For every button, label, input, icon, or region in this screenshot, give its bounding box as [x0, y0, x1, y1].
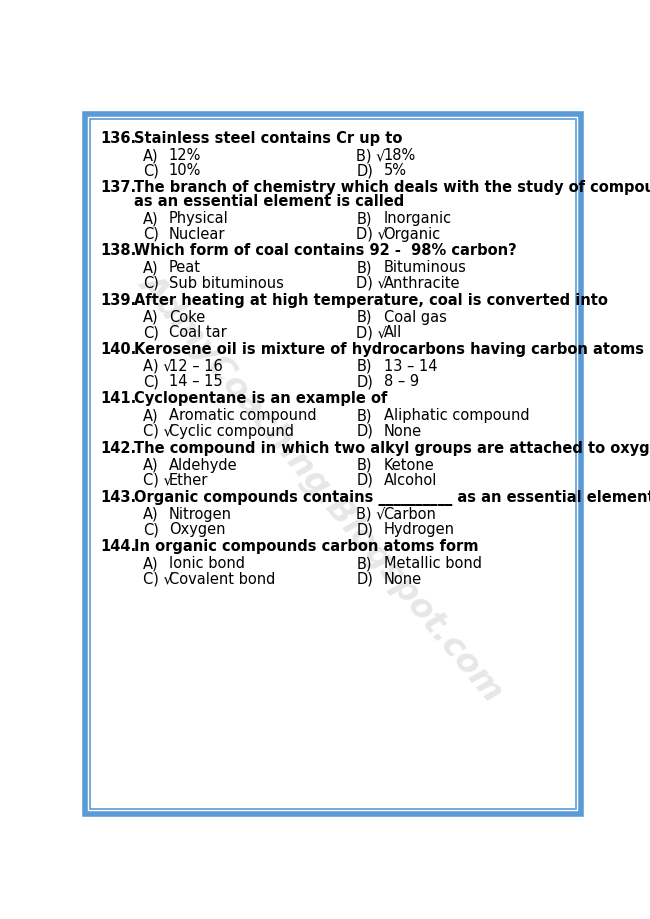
- Text: Hydrogen: Hydrogen: [384, 522, 454, 538]
- Text: B): B): [356, 458, 372, 472]
- Text: B): B): [356, 211, 372, 226]
- Text: Coke: Coke: [169, 310, 205, 324]
- Text: A): A): [143, 310, 159, 324]
- Text: Covalent bond: Covalent bond: [169, 572, 275, 586]
- Text: Stainless steel contains Cr up to: Stainless steel contains Cr up to: [134, 131, 402, 146]
- Text: A): A): [143, 260, 159, 276]
- Text: Which form of coal contains 92 -  98% carbon?: Which form of coal contains 92 - 98% car…: [134, 244, 517, 258]
- Text: A): A): [143, 408, 159, 424]
- Text: 144.: 144.: [101, 539, 136, 554]
- Text: Organic compounds contains __________ as an essential element: Organic compounds contains __________ as…: [134, 490, 650, 505]
- Text: B) √: B) √: [356, 507, 386, 522]
- Text: Aliphatic compound: Aliphatic compound: [384, 408, 529, 424]
- Text: C) √: C) √: [143, 473, 173, 488]
- Text: Oxygen: Oxygen: [169, 522, 226, 538]
- Text: B): B): [356, 260, 372, 276]
- Text: A): A): [143, 458, 159, 472]
- Text: Organic: Organic: [384, 227, 441, 242]
- Text: Bituminous: Bituminous: [384, 260, 467, 276]
- Text: as an essential element is called: as an essential element is called: [134, 194, 404, 210]
- Text: C): C): [143, 522, 159, 538]
- Text: 139.: 139.: [101, 293, 136, 308]
- Text: B): B): [356, 408, 372, 424]
- Text: The branch of chemistry which deals with the study of compounds containing carbo: The branch of chemistry which deals with…: [134, 180, 650, 196]
- Text: All: All: [384, 325, 402, 340]
- Text: Aldehyde: Aldehyde: [169, 458, 237, 472]
- Text: Coal gas: Coal gas: [384, 310, 447, 324]
- Text: Peat: Peat: [169, 260, 201, 276]
- Text: D): D): [356, 473, 373, 488]
- Text: Cyclic compound: Cyclic compound: [169, 424, 294, 438]
- Text: A): A): [143, 556, 159, 571]
- Text: Carbon: Carbon: [384, 507, 436, 522]
- Text: B): B): [356, 556, 372, 571]
- Text: D): D): [356, 522, 373, 538]
- Text: D): D): [356, 572, 373, 586]
- Text: A): A): [143, 148, 159, 163]
- Text: Inorganic: Inorganic: [384, 211, 452, 226]
- Text: A): A): [143, 507, 159, 522]
- Text: D) √: D) √: [356, 325, 387, 340]
- Text: Alcohol: Alcohol: [384, 473, 437, 488]
- Text: Kerosene oil is mixture of hydrocarbons having carbon atoms: Kerosene oil is mixture of hydrocarbons …: [134, 342, 644, 357]
- Text: Nuclear: Nuclear: [169, 227, 226, 242]
- Text: 13 – 14: 13 – 14: [384, 359, 437, 374]
- Text: 136.: 136.: [101, 131, 136, 146]
- Text: 140.: 140.: [101, 342, 137, 357]
- Text: C): C): [143, 227, 159, 242]
- FancyBboxPatch shape: [85, 114, 581, 814]
- Text: 8 – 9: 8 – 9: [384, 374, 419, 390]
- Text: C): C): [143, 164, 159, 178]
- Text: 143.: 143.: [101, 490, 136, 505]
- Text: 137.: 137.: [101, 180, 136, 196]
- Text: 141.: 141.: [101, 391, 137, 406]
- Text: B): B): [356, 310, 372, 324]
- Text: C): C): [143, 276, 159, 290]
- Text: C): C): [143, 374, 159, 390]
- Text: In organic compounds carbon atoms form: In organic compounds carbon atoms form: [134, 539, 478, 554]
- Text: Ionic bond: Ionic bond: [169, 556, 245, 571]
- Text: Coal tar: Coal tar: [169, 325, 227, 340]
- Text: D): D): [356, 374, 373, 390]
- Text: C) √: C) √: [143, 424, 173, 438]
- Text: Metallic bond: Metallic bond: [384, 556, 482, 571]
- Text: The compound in which two alkyl groups are attached to oxygen atom is called: The compound in which two alkyl groups a…: [134, 440, 650, 456]
- Text: 18%: 18%: [384, 148, 416, 163]
- Text: B): B): [356, 359, 372, 374]
- Text: Anthracite: Anthracite: [384, 276, 460, 290]
- Text: Ether: Ether: [169, 473, 208, 488]
- Text: 10%: 10%: [169, 164, 202, 178]
- Text: 142.: 142.: [101, 440, 136, 456]
- Text: Ketone: Ketone: [384, 458, 434, 472]
- Text: None: None: [384, 572, 422, 586]
- Text: 12 – 16: 12 – 16: [169, 359, 222, 374]
- Text: B) √: B) √: [356, 148, 386, 163]
- Text: D) √: D) √: [356, 276, 387, 290]
- Text: A): A): [143, 211, 159, 226]
- Text: Physical: Physical: [169, 211, 229, 226]
- Text: Cyclopentane is an example of: Cyclopentane is an example of: [134, 391, 387, 406]
- Text: D): D): [356, 164, 373, 178]
- Text: AdmyCoaching.Blogspot.com: AdmyCoaching.Blogspot.com: [133, 267, 510, 707]
- Text: Aromatic compound: Aromatic compound: [169, 408, 317, 424]
- Text: D) √: D) √: [356, 227, 387, 242]
- Text: D): D): [356, 424, 373, 438]
- Text: C) √: C) √: [143, 572, 173, 586]
- Text: C): C): [143, 325, 159, 340]
- Text: 5%: 5%: [384, 164, 406, 178]
- Text: Nitrogen: Nitrogen: [169, 507, 232, 522]
- Text: A) √: A) √: [143, 359, 173, 374]
- Text: Sub bituminous: Sub bituminous: [169, 276, 283, 290]
- Text: 138.: 138.: [101, 244, 137, 258]
- Text: 14 – 15: 14 – 15: [169, 374, 222, 390]
- Text: None: None: [384, 424, 422, 438]
- Text: After heating at high temperature, coal is converted into: After heating at high temperature, coal …: [134, 293, 608, 308]
- Text: 12%: 12%: [169, 148, 202, 163]
